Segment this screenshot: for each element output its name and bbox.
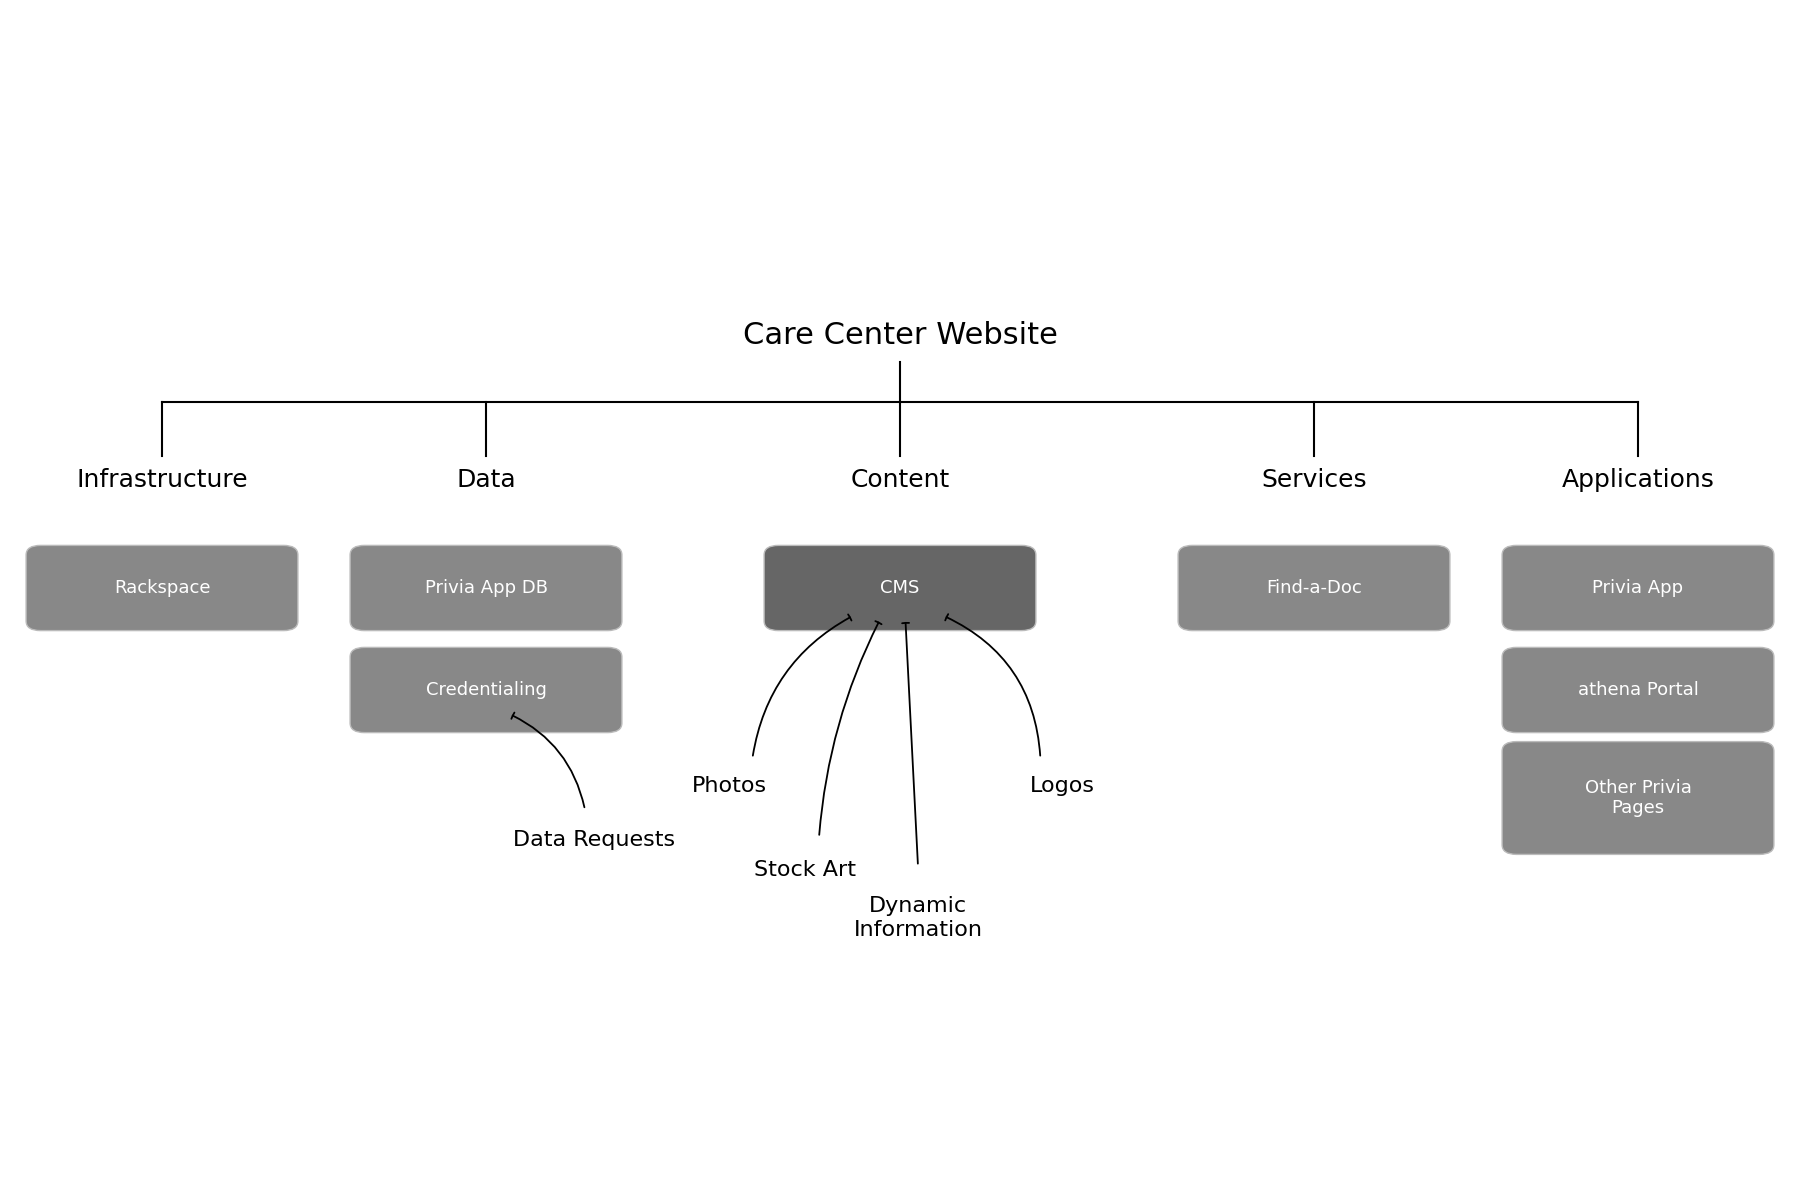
Text: athena Portal: athena Portal	[1577, 680, 1699, 698]
Text: Privia App: Privia App	[1593, 578, 1683, 596]
FancyBboxPatch shape	[1503, 545, 1775, 631]
Text: Find-a-Doc: Find-a-Doc	[1265, 578, 1363, 596]
Text: CMS: CMS	[880, 578, 920, 596]
Text: Services: Services	[1262, 468, 1366, 492]
Text: Dynamic
Information: Dynamic Information	[853, 896, 983, 940]
Text: Data Requests: Data Requests	[513, 830, 675, 850]
Text: Privia App DB: Privia App DB	[425, 578, 547, 596]
Text: Content: Content	[850, 468, 950, 492]
Text: Data: Data	[455, 468, 517, 492]
Text: Infrastructure: Infrastructure	[76, 468, 248, 492]
Text: Stock Art: Stock Art	[754, 860, 855, 880]
FancyBboxPatch shape	[1503, 742, 1775, 854]
FancyBboxPatch shape	[349, 648, 623, 732]
Text: Rackspace: Rackspace	[113, 578, 211, 596]
Text: Photos: Photos	[691, 776, 767, 796]
FancyBboxPatch shape	[1177, 545, 1451, 631]
FancyBboxPatch shape	[763, 545, 1037, 631]
FancyBboxPatch shape	[25, 545, 299, 631]
Text: Logos: Logos	[1030, 776, 1094, 796]
FancyBboxPatch shape	[349, 545, 623, 631]
Text: Credentialing: Credentialing	[425, 680, 547, 698]
FancyBboxPatch shape	[1503, 648, 1775, 732]
Text: Other Privia
Pages: Other Privia Pages	[1584, 779, 1692, 817]
Text: Care Center Website: Care Center Website	[743, 322, 1057, 350]
Text: Applications: Applications	[1562, 468, 1714, 492]
